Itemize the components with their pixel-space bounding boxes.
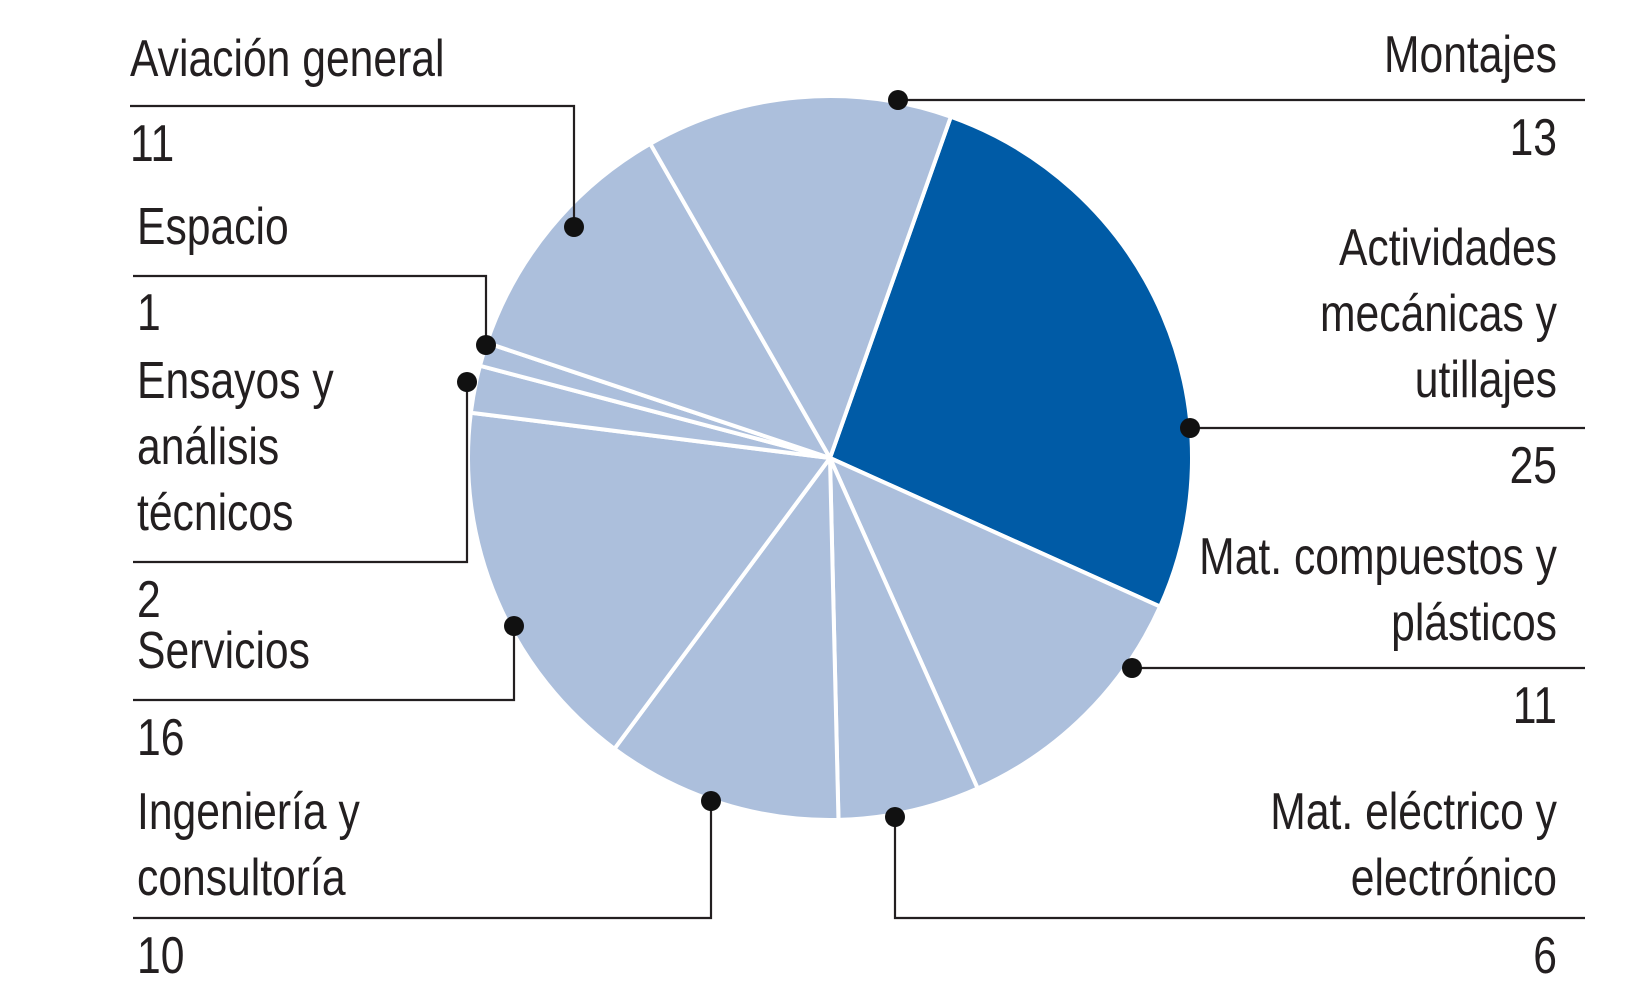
- leader-lines: [130, 90, 1585, 920]
- leader-dot-ensayos-y-analisis-tecnicos: [457, 372, 477, 392]
- slice-value-ensayos-y-analisis-tecnicos: 2: [137, 571, 161, 629]
- leader-line-espacio: [133, 274, 488, 345]
- slice-label-aviacion-general: Aviación general: [130, 30, 444, 88]
- slice-value-mat-compuestos-y-plasticos: 11: [1513, 677, 1557, 735]
- leader-line-mat-electrico-y-electronico: [893, 817, 1585, 920]
- slice-label-mat-compuestos-y-plasticos: Mat. compuestos y: [1199, 528, 1557, 586]
- slice-label-ensayos-y-analisis-tecnicos: análisis: [137, 418, 279, 476]
- slice-label-actividades-mecanicas-y-utillajes: mecánicas y: [1320, 285, 1557, 343]
- slice-value-actividades-mecanicas-y-utillajes: 25: [1510, 437, 1557, 495]
- leader-dot-espacio: [476, 335, 496, 355]
- slice-value-montajes: 13: [1510, 109, 1557, 167]
- slice-label-mat-compuestos-y-plasticos: plásticos: [1391, 594, 1557, 652]
- pie-slice-montajes: [648, 93, 953, 460]
- leader-line-ingenieria-y-consultoria: [133, 801, 713, 920]
- pie-slices: [465, 93, 1194, 822]
- slice-label-ingenieria-y-consultoria: consultoría: [137, 849, 346, 907]
- leader-dot-mat-compuestos-y-plasticos: [1122, 658, 1142, 678]
- pie-slice-actividades-mecanicas-y-utillajes: [828, 114, 1194, 609]
- slice-label-actividades-mecanicas-y-utillajes: Actividades: [1339, 219, 1557, 277]
- slice-label-espacio: Espacio: [137, 198, 289, 256]
- leader-dot-actividades-mecanicas-y-utillajes: [1180, 418, 1200, 438]
- leader-dot-ingenieria-y-consultoria: [701, 791, 721, 811]
- slice-value-ingenieria-y-consultoria: 10: [137, 927, 184, 985]
- pie-slice-mat-electrico-y-electronico: [828, 456, 980, 822]
- slice-label-montajes: Montajes: [1384, 26, 1557, 84]
- leader-dot-servicios: [504, 616, 524, 636]
- slice-value-servicios: 16: [137, 709, 184, 767]
- slice-label-mat-electrico-y-electronico: electrónico: [1351, 849, 1557, 907]
- slice-value-aviacion-general: 11: [130, 115, 174, 173]
- slice-value-espacio: 1: [137, 284, 161, 342]
- leader-line-ensayos-y-analisis-tecnicos: [133, 382, 469, 564]
- slice-label-ensayos-y-analisis-tecnicos: técnicos: [137, 484, 293, 542]
- leader-line-aviacion-general: [130, 104, 576, 227]
- leader-dot-mat-electrico-y-electronico: [885, 807, 905, 827]
- slice-label-ingenieria-y-consultoria: Ingeniería y: [137, 783, 360, 841]
- slice-label-servicios: Servicios: [137, 622, 310, 680]
- slice-value-mat-electrico-y-electronico: 6: [1533, 927, 1557, 985]
- pie-slice-mat-compuestos-y-plasticos: [828, 456, 1163, 791]
- leader-dot-aviacion-general: [564, 217, 584, 237]
- slice-label-ensayos-y-analisis-tecnicos: Ensayos y: [137, 352, 334, 410]
- slice-label-mat-electrico-y-electronico: Mat. eléctrico y: [1270, 783, 1557, 841]
- slice-label-actividades-mecanicas-y-utillajes: utillajes: [1415, 351, 1557, 409]
- leader-dot-montajes: [888, 90, 908, 110]
- slice-labels: Actividades mecánicas y utillajes 25 Mat. co…: [130, 26, 1557, 985]
- leader-line-servicios: [133, 626, 516, 702]
